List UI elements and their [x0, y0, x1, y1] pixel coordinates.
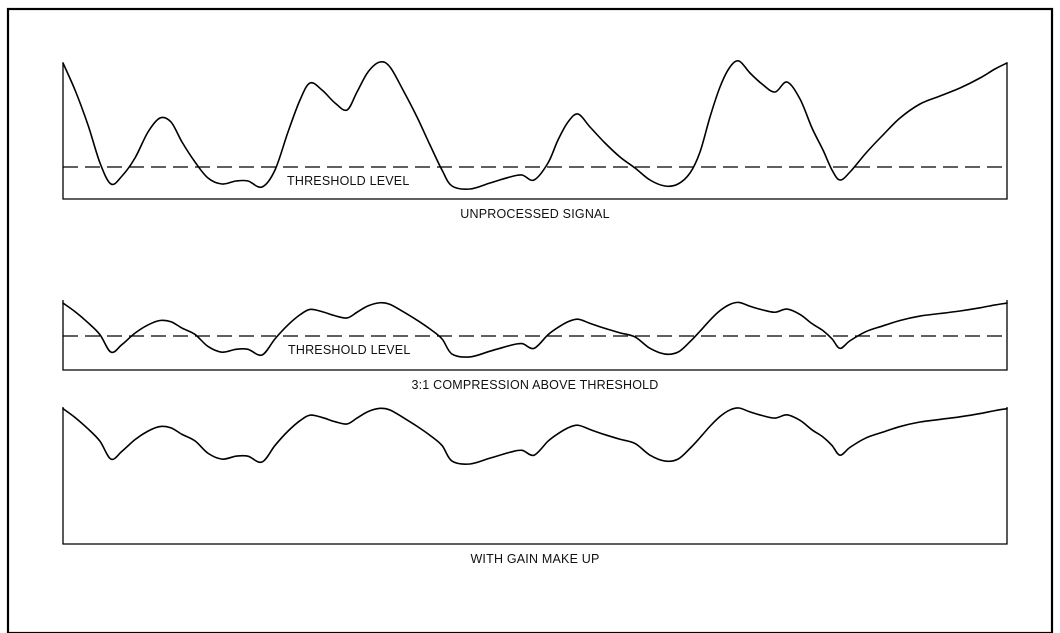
compressed-panel: THRESHOLD LEVEL 3:1 COMPRESSION ABOVE TH…	[62, 300, 1008, 392]
compressed-caption: 3:1 COMPRESSION ABOVE THRESHOLD	[411, 378, 658, 392]
makeup-axis-box	[62, 407, 1008, 545]
makeup-panel: WITH GAIN MAKE UP	[62, 407, 1008, 566]
compressed-signal-waveform	[62, 301, 1008, 358]
unprocessed-signal-waveform	[62, 59, 1008, 190]
compressed-threshold-label: THRESHOLD LEVEL	[288, 343, 410, 357]
makeup-signal-waveform	[62, 407, 1008, 465]
makeup-caption: WITH GAIN MAKE UP	[470, 552, 599, 566]
unprocessed-panel: THRESHOLD LEVEL UNPROCESSED SIGNAL	[62, 59, 1008, 221]
unprocessed-axis-box	[62, 63, 1008, 200]
outer-frame	[6, 7, 1054, 633]
compressed-axis-box	[62, 300, 1008, 371]
unprocessed-threshold-label: THRESHOLD LEVEL	[287, 174, 409, 188]
unprocessed-caption: UNPROCESSED SIGNAL	[460, 207, 609, 221]
